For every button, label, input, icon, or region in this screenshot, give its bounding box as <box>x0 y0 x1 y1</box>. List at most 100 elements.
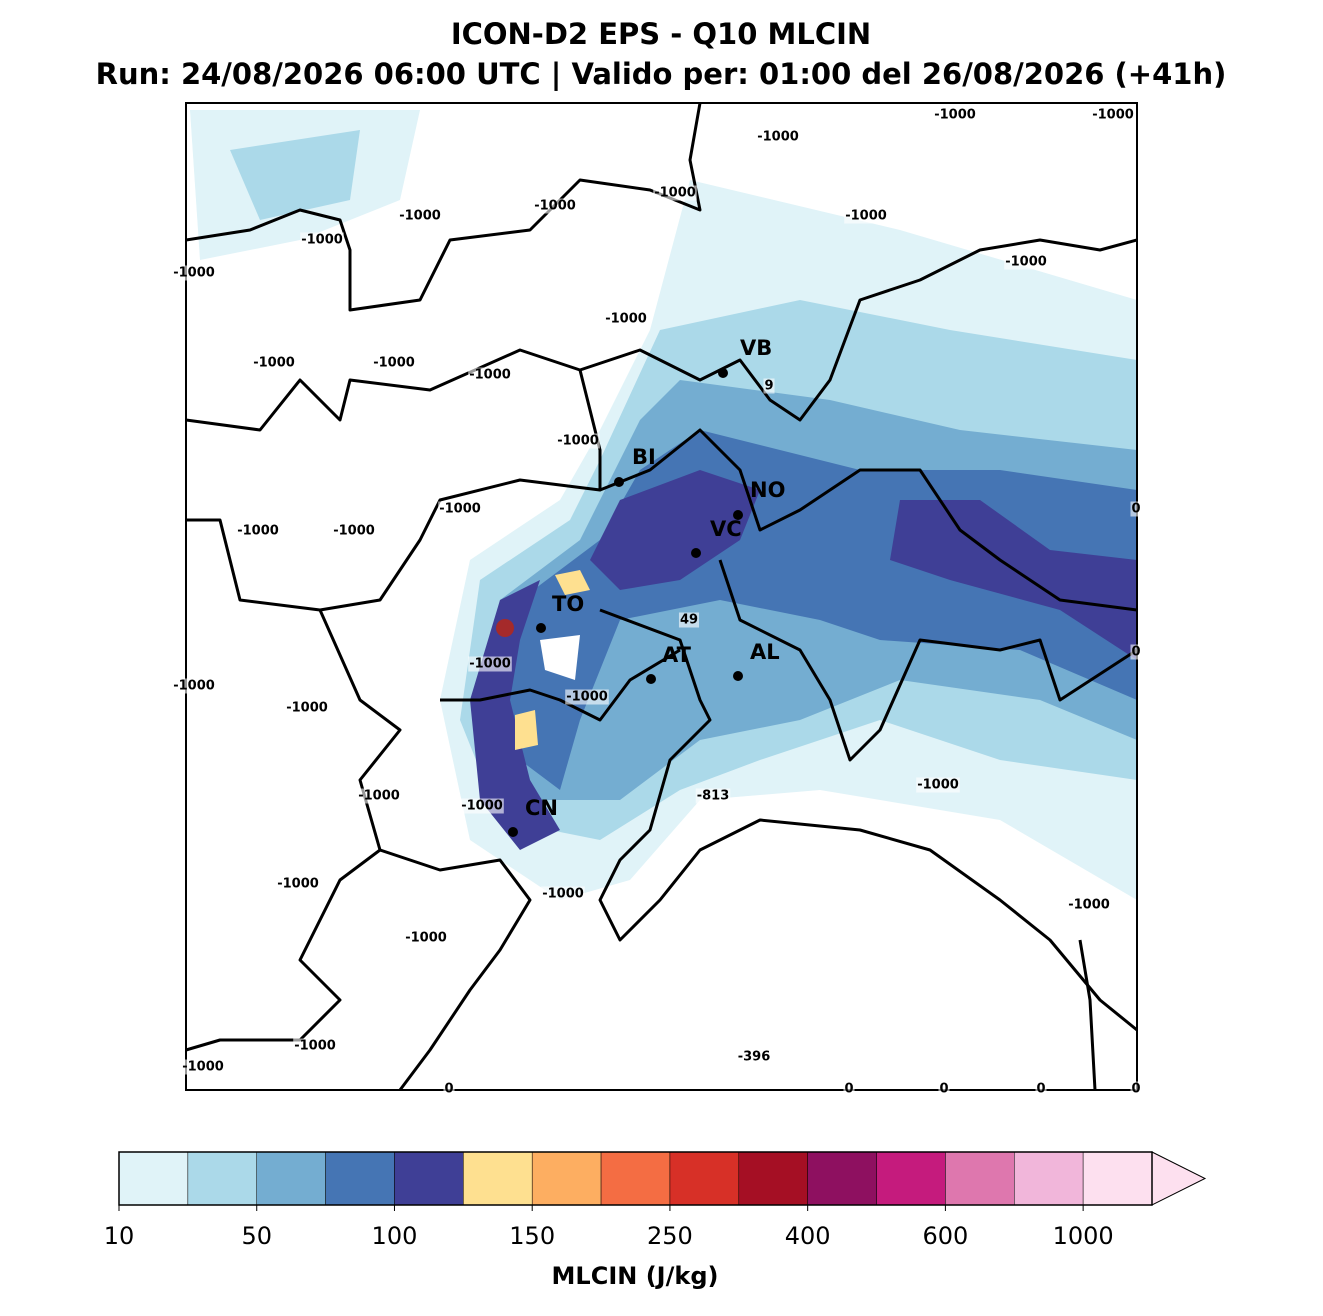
contour-label-bg <box>398 208 442 224</box>
contour-label: -1000 <box>469 368 511 383</box>
contour-label: -1000 <box>461 799 503 814</box>
contour-label-bg <box>252 355 296 371</box>
city-label: VC <box>710 517 742 541</box>
contour-label-bg <box>357 788 401 804</box>
colorbar-tick-label: 150 <box>509 1222 555 1250</box>
contour-label: 0 <box>1036 1082 1045 1097</box>
contour-label: -1000 <box>566 690 608 705</box>
city-dot <box>536 623 546 633</box>
contour-label: -1000 <box>294 1039 336 1054</box>
city-label: AL <box>750 640 780 664</box>
contour-label-bg <box>1035 1081 1047 1097</box>
labels: VB BI NO VC TO AT AL CN -1000 -1000 -1000 -1000 -100… <box>172 107 1142 1097</box>
contour-label: -1000 <box>399 209 441 224</box>
contour-label: -1000 <box>333 524 375 539</box>
contour-label: -396 <box>738 1050 771 1065</box>
colorbar-swatch <box>669 1151 740 1206</box>
contour-label: -1000 <box>277 877 319 892</box>
city-label: AT <box>662 643 692 667</box>
colorbar-swatch <box>325 1151 395 1206</box>
contour-label: 49 <box>680 613 698 628</box>
contour-label-bg <box>300 232 344 248</box>
map-frame <box>185 102 1138 1091</box>
city-dot <box>718 368 728 378</box>
city-label: NO <box>750 478 785 502</box>
contour-label-bg <box>763 378 775 394</box>
city-dot <box>691 548 701 558</box>
contour-label-bg <box>443 1081 455 1097</box>
field <box>190 110 1137 1090</box>
contour-label-bg <box>438 501 482 517</box>
colorbar: MLCIN (J/kg) 10 50 100 150 250 400 600 1000 <box>104 1151 1207 1290</box>
contour-label-bg <box>533 198 577 214</box>
city-dot <box>614 477 624 487</box>
contour-label-bg <box>933 107 977 123</box>
contour-label: -1000 <box>845 209 887 224</box>
contour-label: -1000 <box>358 789 400 804</box>
contour-label-bg <box>565 689 609 705</box>
colorbar-swatch <box>187 1151 257 1206</box>
contour-label-bg <box>404 930 448 946</box>
contour-label-bg <box>604 311 648 327</box>
contour-label-bg <box>1130 644 1142 660</box>
contour-label: -1000 <box>1005 255 1047 270</box>
contour-label: -1000 <box>182 1060 224 1075</box>
contour-label: -1000 <box>439 502 481 517</box>
borders <box>186 103 1137 1090</box>
contour-label-bg <box>332 523 376 539</box>
contour-label-bg <box>736 1049 772 1065</box>
contour-label-bg <box>172 265 216 281</box>
contour-label: -1000 <box>542 887 584 902</box>
contour-label: -1000 <box>654 186 696 201</box>
contour-label: -1000 <box>757 130 799 145</box>
contour-label: 9 <box>764 379 773 394</box>
colorbar-tick-label: 600 <box>922 1222 968 1250</box>
contour-label-bg <box>172 678 216 694</box>
colorbar-swatch <box>394 1151 464 1206</box>
contour-label-bg <box>916 777 960 793</box>
colorbar-swatch <box>945 1151 1015 1206</box>
contour-label-bg <box>1067 897 1111 913</box>
contour-label: -1000 <box>373 356 415 371</box>
contour-label-bg <box>756 129 800 145</box>
contour-label: 0 <box>1131 645 1140 660</box>
contour-label-bg <box>468 656 512 672</box>
colorbar-swatch <box>1082 1151 1153 1206</box>
contour-label: -1000 <box>917 778 959 793</box>
contour-label-bg <box>1130 501 1142 517</box>
city-label: VB <box>740 336 772 360</box>
contour-label: -1000 <box>1092 108 1134 123</box>
contour-label: -1000 <box>173 679 215 694</box>
contour-label: -1000 <box>1068 898 1110 913</box>
map: VB BI NO VC TO AT AL CN -1000 -1000 -1000 -1000 -100… <box>172 102 1142 1097</box>
contour-label-bg <box>460 798 504 814</box>
colorbar-swatch <box>807 1151 877 1206</box>
contour-label-bg <box>236 523 280 539</box>
contour-label: 0 <box>444 1082 453 1097</box>
contour-label-bg <box>844 208 888 224</box>
contour-label-bg <box>468 367 512 383</box>
colorbar-swatch <box>256 1151 326 1206</box>
contour-label-bg <box>541 886 585 902</box>
colorbar-swatch <box>600 1151 671 1206</box>
contour-label: -1000 <box>557 434 599 449</box>
city-label: BI <box>632 445 656 469</box>
city-dot <box>646 674 656 684</box>
city-dot <box>733 510 743 520</box>
contour-label-bg <box>843 1081 855 1097</box>
contour-label-bg <box>695 788 731 804</box>
contour-label: -1000 <box>173 266 215 281</box>
contour-label: -1000 <box>605 312 647 327</box>
city-label: TO <box>552 592 584 616</box>
colorbar-tick-label: 10 <box>104 1222 135 1250</box>
contour-label: -1000 <box>301 233 343 248</box>
contour-label-bg <box>938 1081 950 1097</box>
city-dot <box>508 827 518 837</box>
colorbar-label: MLCIN (J/kg) <box>552 1262 719 1290</box>
colorbar-tick-label: 400 <box>785 1222 831 1250</box>
contour-label: -813 <box>697 789 730 804</box>
contour-label-bg <box>1130 1081 1142 1097</box>
contour-label: -1000 <box>237 524 279 539</box>
contour-label: -1000 <box>534 199 576 214</box>
colorbar-tick-label: 50 <box>241 1222 272 1250</box>
